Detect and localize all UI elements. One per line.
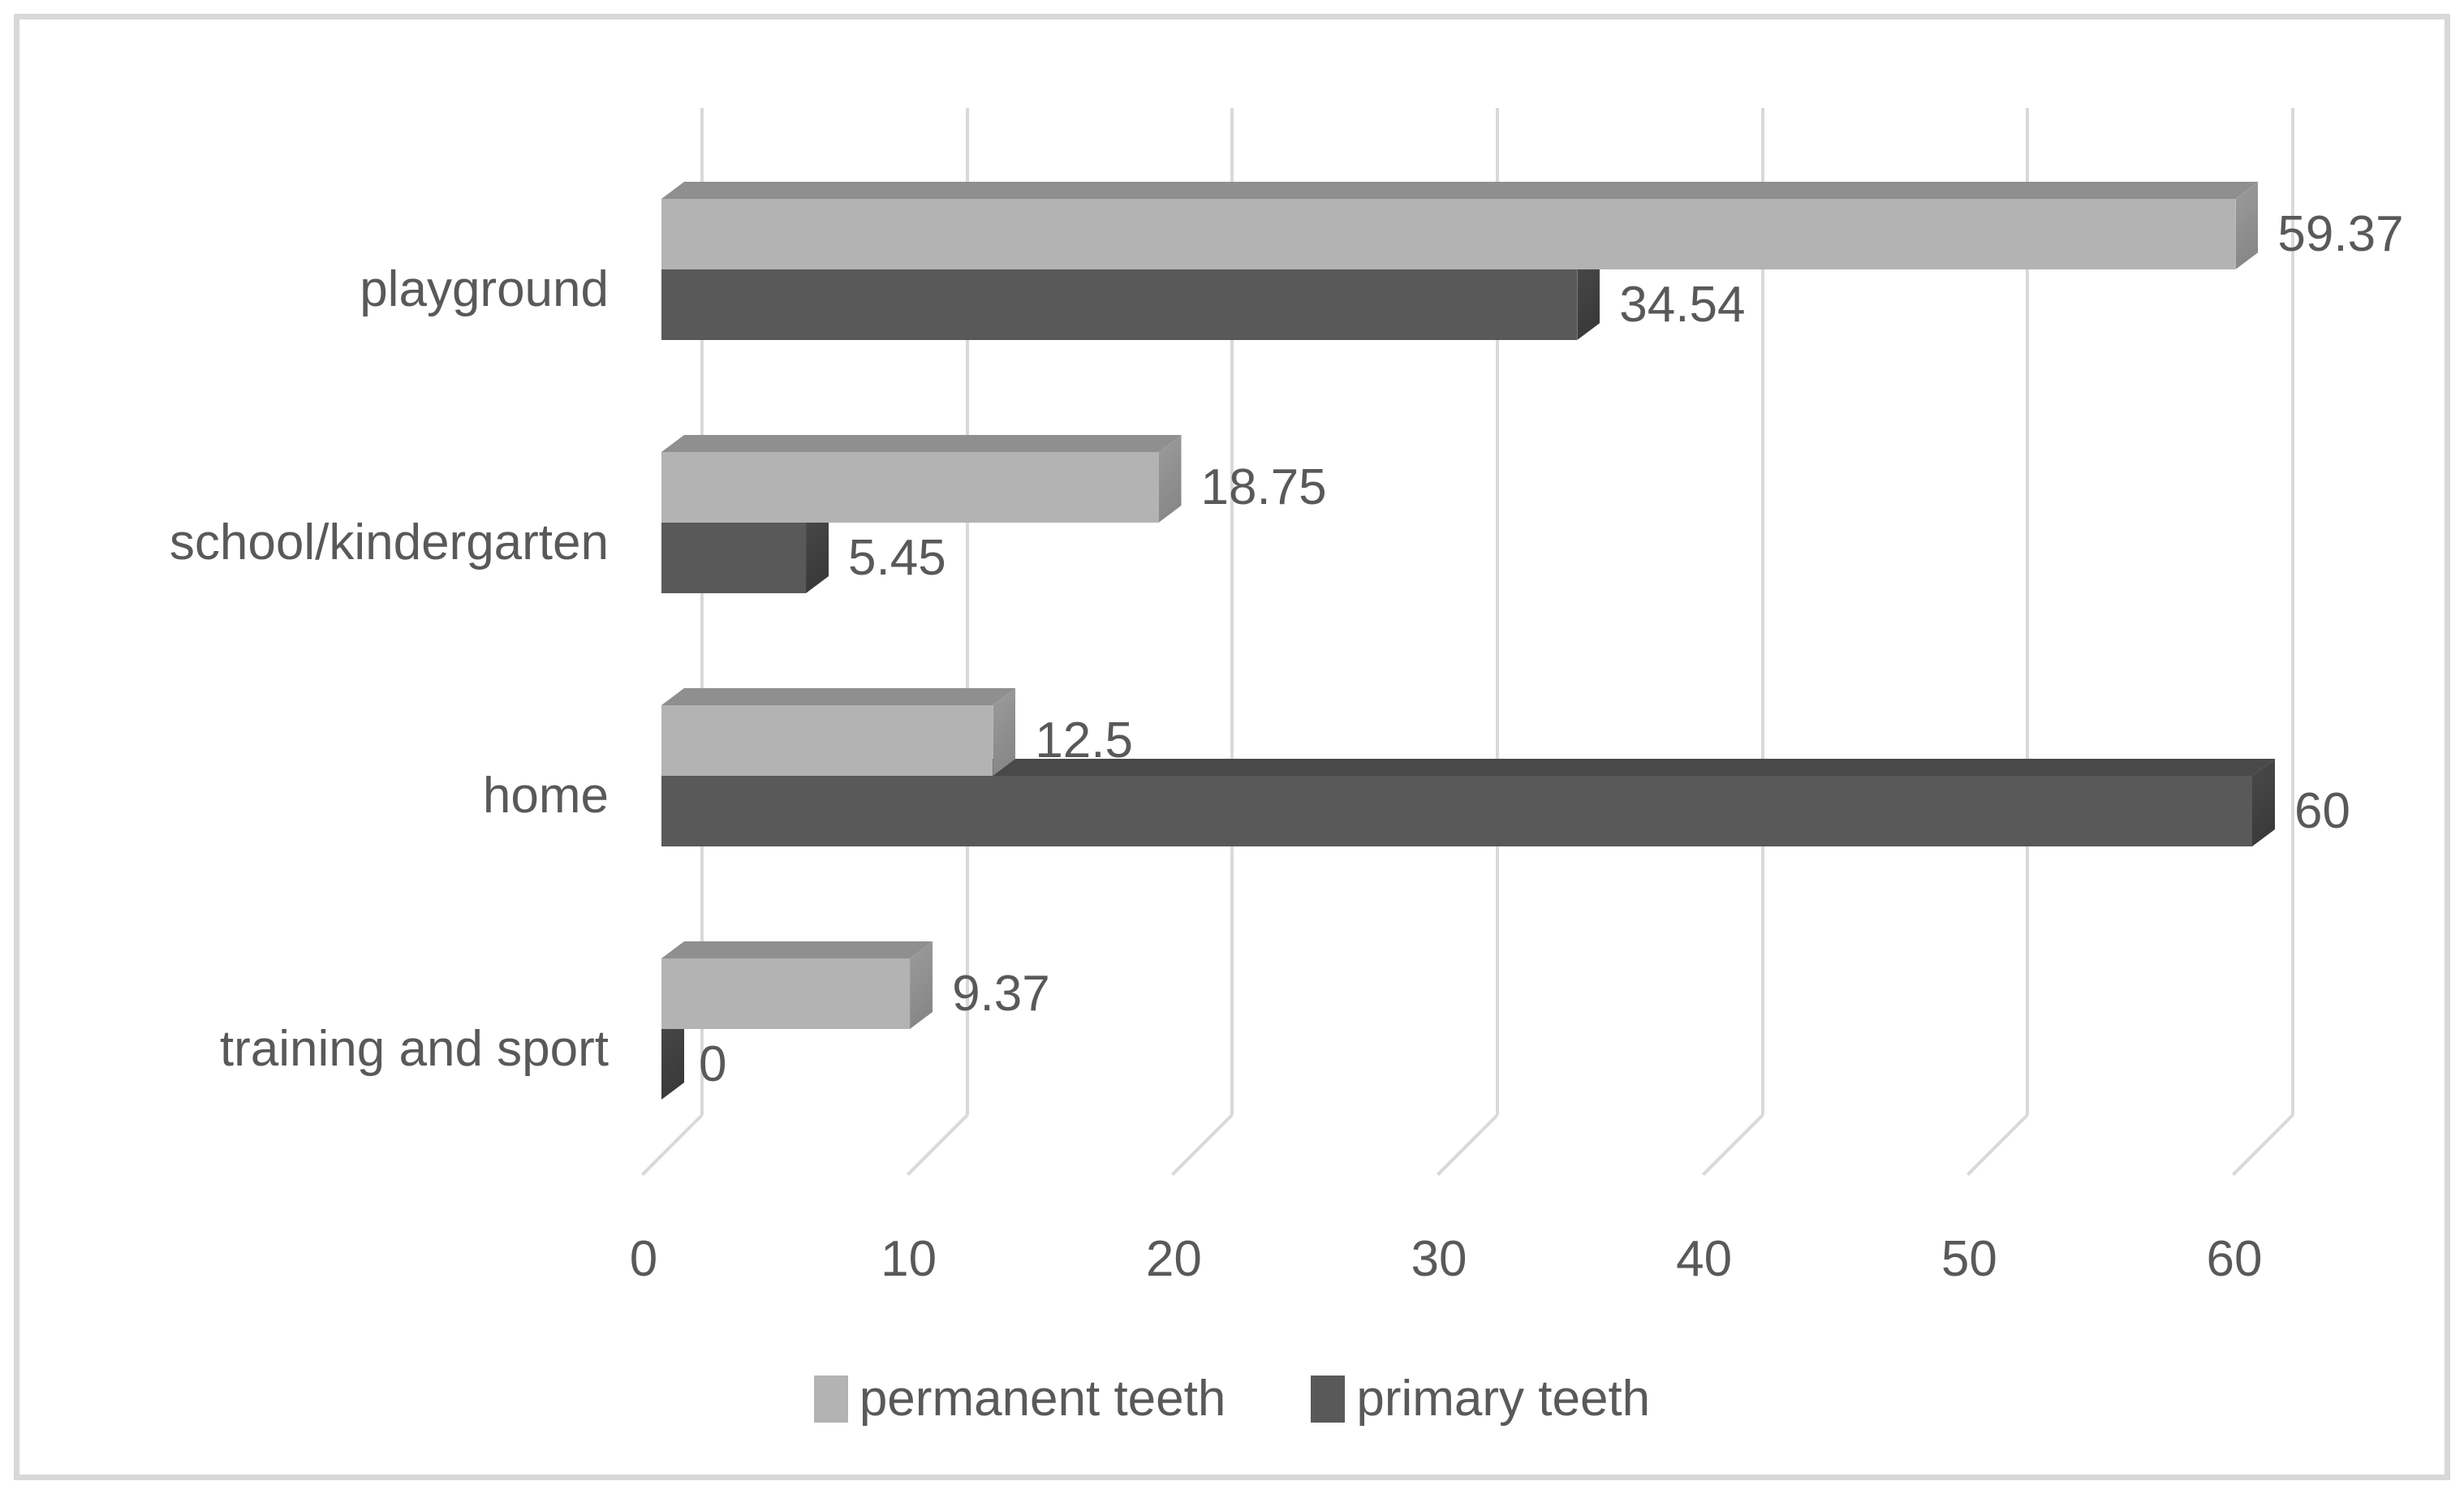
x-tick-label: 50 — [1941, 1231, 1997, 1287]
bar-top-permanent-teeth — [661, 941, 933, 958]
bar-front-permanent-teeth — [661, 958, 911, 1029]
category-label: playground — [360, 261, 609, 317]
legend-item-permanent-teeth: permanent teeth — [813, 1365, 1226, 1433]
value-label-primary-teeth: 5.45 — [848, 530, 946, 586]
category-label: training and sport — [219, 1021, 609, 1077]
gridline — [2026, 108, 2030, 1115]
bar-top-primary-teeth — [661, 759, 2275, 776]
gridline — [1760, 108, 1764, 1115]
gridline-floor-segment — [1701, 1113, 1764, 1176]
gridline — [965, 108, 969, 1115]
gridline — [700, 108, 704, 1115]
value-label-permanent-teeth: 9.37 — [952, 966, 1050, 1022]
gridline-floor-segment — [2232, 1113, 2294, 1176]
gridline — [1230, 108, 1234, 1115]
legend-label-primary-teeth: primary teeth — [1356, 1371, 1651, 1427]
bar-end-primary-teeth — [2252, 759, 2275, 846]
gridline-floor-segment — [906, 1113, 969, 1176]
value-label-primary-teeth: 0 — [699, 1036, 727, 1092]
x-tick-label: 30 — [1411, 1231, 1467, 1287]
bar-front-primary-teeth — [661, 776, 2252, 846]
gridline-floor-segment — [1437, 1113, 1499, 1176]
bar-front-primary-teeth — [661, 269, 1578, 340]
category-label: school/kindergarten — [169, 515, 609, 570]
bar-front-permanent-teeth — [661, 452, 1159, 523]
legend-swatch-primary-teeth-icon — [1311, 1376, 1346, 1423]
x-tick-label: 0 — [629, 1231, 658, 1287]
gridline — [2291, 108, 2294, 1115]
x-tick-label: 60 — [2206, 1231, 2263, 1287]
bar-top-permanent-teeth — [661, 182, 2258, 199]
legend-swatch-permanent-teeth-icon — [813, 1376, 848, 1423]
bar-front-permanent-teeth — [661, 199, 2236, 269]
bar-front-permanent-teeth — [661, 705, 993, 776]
legend-item-primary-teeth: primary teeth — [1311, 1365, 1650, 1433]
gridline-floor-segment — [1171, 1113, 1234, 1176]
gridline-floor-segment — [1966, 1113, 2029, 1176]
value-label-permanent-teeth: 59.37 — [2277, 206, 2404, 262]
bar-end-permanent-teeth — [993, 688, 1016, 776]
legend: permanent teeth primary teeth — [0, 1365, 2464, 1433]
bar-top-permanent-teeth — [661, 688, 1015, 705]
gridline — [1496, 108, 1499, 1115]
bar-end-permanent-teeth — [2235, 182, 2259, 269]
x-tick-label: 10 — [881, 1231, 937, 1287]
x-tick-label: 40 — [1676, 1231, 1733, 1287]
value-label-permanent-teeth: 18.75 — [1200, 459, 1327, 515]
x-tick-label: 20 — [1145, 1231, 1202, 1287]
bar-end-permanent-teeth — [1158, 435, 1182, 523]
value-label-primary-teeth: 34.54 — [1619, 277, 1746, 333]
category-label: home — [482, 768, 609, 824]
bar-front-primary-teeth — [661, 523, 807, 593]
bar-top-permanent-teeth — [661, 435, 1182, 452]
value-label-primary-teeth: 60 — [2294, 783, 2350, 839]
gridline-floor-segment — [641, 1113, 704, 1176]
legend-label-permanent-teeth: permanent teeth — [859, 1371, 1226, 1427]
bar-end-permanent-teeth — [910, 941, 933, 1029]
